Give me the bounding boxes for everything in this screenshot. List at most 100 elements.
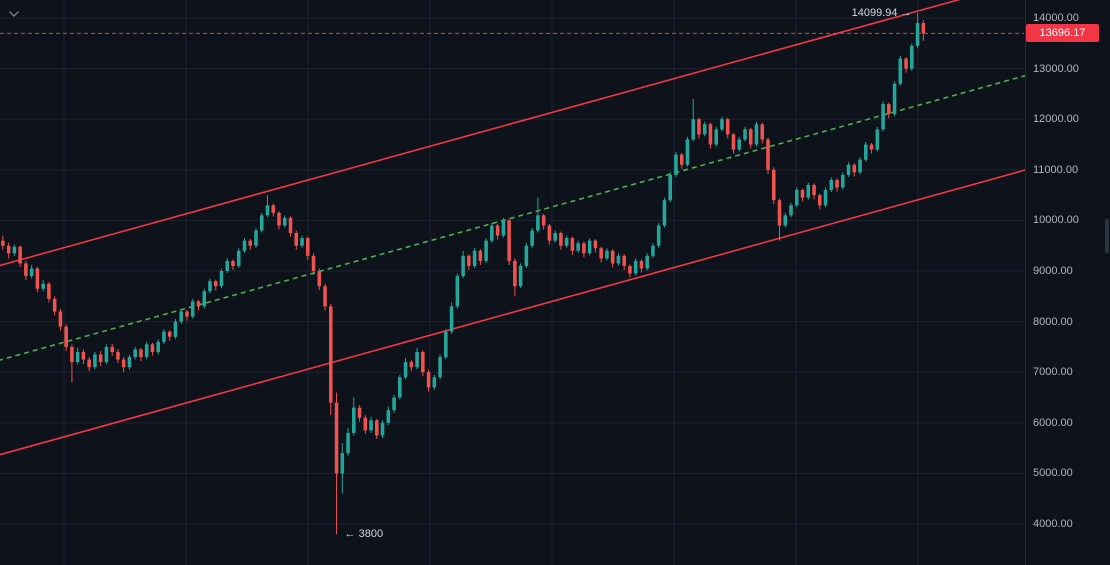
candle-body	[352, 407, 356, 433]
candle-body	[553, 233, 557, 241]
candle-body	[219, 271, 224, 287]
candle-body	[461, 255, 465, 277]
candle-body	[282, 217, 287, 226]
chart-pane[interactable]	[0, 0, 1025, 565]
candle-body	[656, 225, 661, 246]
candle-body	[1, 240, 5, 246]
candle-body	[547, 225, 552, 241]
candle-body	[674, 154, 678, 175]
y-axis-tick: 6000.00	[1033, 416, 1073, 429]
candle-body	[536, 215, 540, 231]
chevron-down-icon[interactable]	[5, 5, 23, 23]
candle-body	[714, 129, 719, 145]
candle-body	[760, 124, 765, 140]
candle-body	[329, 306, 333, 403]
candle-body	[52, 298, 57, 312]
candle-body	[610, 250, 615, 264]
candle-body	[887, 104, 891, 115]
candle-body	[622, 255, 626, 266]
candle-body	[444, 331, 448, 358]
candle-body	[841, 174, 845, 188]
candle-body	[75, 351, 80, 363]
candle-body	[185, 311, 189, 317]
candle-body	[783, 215, 788, 226]
candle-body	[541, 215, 546, 226]
y-axis-tick: 7000.00	[1033, 366, 1073, 379]
candle-body	[691, 119, 695, 140]
candle-body	[35, 268, 40, 289]
candle-body	[121, 359, 126, 368]
candle-body	[904, 58, 908, 69]
candle-body	[800, 190, 805, 198]
candle-body	[743, 129, 747, 140]
y-axis-tick: 12000.00	[1033, 113, 1079, 126]
candle-body	[449, 306, 454, 332]
candle-body	[777, 200, 782, 226]
candle-body	[213, 281, 218, 287]
y-axis-tick: 10000.00	[1033, 214, 1079, 227]
candle-body	[369, 420, 373, 431]
candle-body	[915, 23, 920, 46]
y-axis-tick: 5000.00	[1033, 467, 1073, 480]
candle-body	[771, 169, 776, 201]
candle-body	[288, 217, 293, 234]
candle-body	[150, 344, 155, 352]
y-axis-tick: 4000.00	[1033, 518, 1073, 530]
candle-body	[668, 174, 672, 201]
candle-body	[892, 83, 897, 115]
candle-body	[202, 291, 207, 307]
price-axis[interactable]: 13696.17 14000.00 13000.00 12000.00 11000.0…	[1025, 0, 1110, 565]
channel-midline[interactable]	[0, 74, 1025, 361]
candle-body	[633, 260, 638, 274]
candle-body	[679, 154, 684, 165]
candle-body	[438, 357, 442, 378]
candle-body	[167, 331, 172, 337]
candle-body	[835, 179, 839, 188]
candle-body	[24, 263, 28, 277]
candle-body	[116, 351, 120, 360]
candle-body	[846, 164, 851, 175]
candle-body	[501, 220, 506, 236]
candle-body	[363, 417, 368, 431]
candle-body	[18, 246, 22, 264]
candle-body	[104, 346, 109, 363]
y-axis-tick: 8000.00	[1033, 315, 1073, 328]
candle-body	[392, 397, 396, 411]
candle-body	[144, 344, 149, 358]
candle-body	[875, 129, 880, 150]
candle-body	[789, 205, 793, 216]
candle-body	[398, 377, 402, 398]
candle-body	[812, 184, 816, 196]
y-axis-tick: 14000.00	[1033, 12, 1079, 24]
candle-body	[864, 144, 868, 160]
candle-body	[81, 351, 86, 360]
candle-body	[426, 372, 431, 388]
candle-body	[110, 346, 114, 352]
candle-body	[817, 195, 822, 206]
candle-body	[208, 281, 212, 292]
candle-body	[484, 240, 488, 261]
candle-body	[93, 354, 97, 368]
candle-body	[317, 271, 322, 287]
candle-body	[41, 283, 45, 289]
candle-body	[47, 283, 51, 299]
candle-body	[559, 233, 563, 246]
candle-body	[64, 326, 68, 347]
channel-lower-line[interactable]	[0, 169, 1025, 456]
candle-body	[271, 205, 276, 213]
candle-body	[236, 250, 241, 266]
candle-body	[173, 321, 178, 337]
candle-body	[662, 200, 667, 226]
channel-upper-line[interactable]	[0, 0, 1025, 267]
candle-body	[582, 243, 586, 254]
candle-body	[599, 248, 603, 259]
scrollbar-thumb[interactable]	[1105, 219, 1109, 253]
candle-body	[133, 349, 137, 358]
candle-body	[639, 260, 644, 269]
candle-body	[58, 311, 63, 327]
candle-body	[495, 225, 500, 236]
candle-body	[587, 240, 592, 254]
candle-body	[179, 311, 183, 322]
candle-body	[576, 243, 580, 251]
candle-body	[685, 139, 690, 165]
